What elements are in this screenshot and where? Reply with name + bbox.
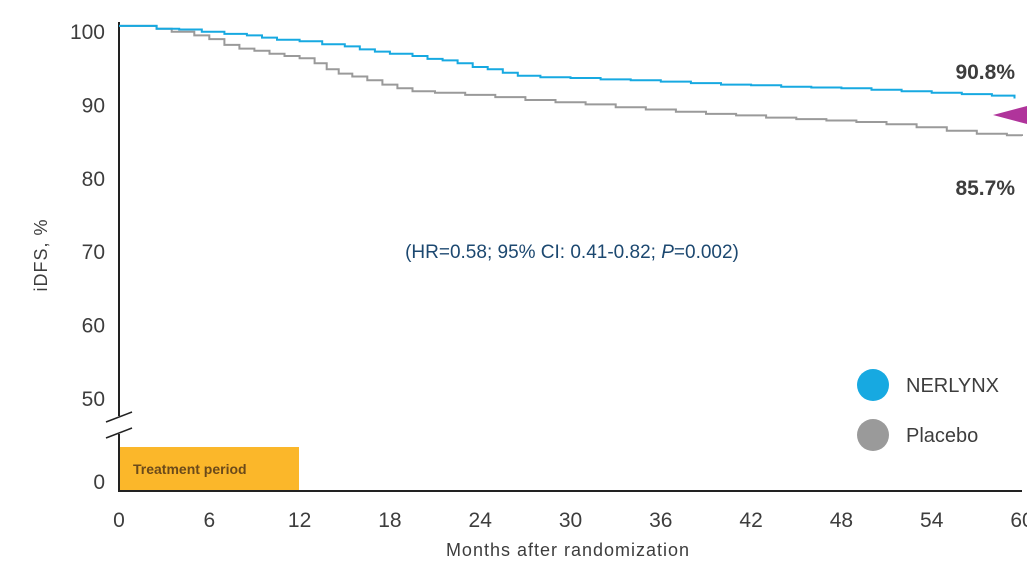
- treatment-period-label: Treatment period: [133, 461, 247, 477]
- y-tick-label: 90: [82, 94, 105, 117]
- y-tick-label: 60: [82, 315, 105, 338]
- axis-break-mark-1: [105, 411, 133, 423]
- y-tick-label: 50: [82, 388, 105, 411]
- x-tick-label: 48: [830, 509, 853, 532]
- hazard-ratio-annotation: (HR=0.58; 95% CI: 0.41-0.82; P=0.002): [405, 242, 739, 263]
- axis-break-mark-2: [105, 427, 133, 439]
- legend-swatch-placebo: [857, 419, 889, 451]
- treatment-period-band: [119, 447, 299, 491]
- legend-label-nerlynx: NERLYNX: [906, 375, 999, 397]
- y-tick-labels: 100 90 80 70 60 50 0: [70, 21, 105, 494]
- legend-label-placebo: Placebo: [906, 425, 978, 447]
- x-tick-label: 60: [1010, 509, 1027, 532]
- series-line-placebo: [119, 24, 1023, 137]
- x-tick-label: 18: [378, 509, 401, 532]
- legend-swatch-nerlynx: [857, 369, 889, 401]
- x-tick-label: 12: [288, 509, 311, 532]
- y-axis-label: iDFS, %: [31, 218, 51, 291]
- x-tick-labels: 0 6 12 18 24 30 36 42 48 54 60: [113, 509, 1027, 532]
- x-tick-label: 54: [920, 509, 944, 532]
- x-tick-label: 0: [113, 509, 125, 532]
- annotation-p-label: P: [661, 242, 674, 263]
- x-tick-label: 6: [203, 509, 215, 532]
- annotation-suffix: =0.002): [674, 242, 739, 263]
- y-tick-label: 100: [70, 21, 105, 44]
- y-tick-label: 80: [82, 168, 105, 191]
- placebo-end-label: 85.7%: [955, 177, 1015, 200]
- x-tick-label: 36: [649, 509, 672, 532]
- difference-marker-icon: [993, 106, 1027, 124]
- survival-curves: [119, 24, 1023, 137]
- annotation-prefix: (HR=0.58; 95% CI: 0.41-0.82;: [405, 242, 661, 263]
- x-tick-label: 42: [739, 509, 762, 532]
- y-tick-label: 70: [82, 241, 105, 264]
- nerlynx-end-label: 90.8%: [955, 61, 1015, 84]
- x-tick-label: 24: [469, 509, 493, 532]
- y-tick-label: 0: [93, 471, 105, 494]
- x-axis-label: Months after randomization: [446, 540, 690, 560]
- series-line-nerlynx: [119, 24, 1016, 99]
- x-tick-label: 30: [559, 509, 582, 532]
